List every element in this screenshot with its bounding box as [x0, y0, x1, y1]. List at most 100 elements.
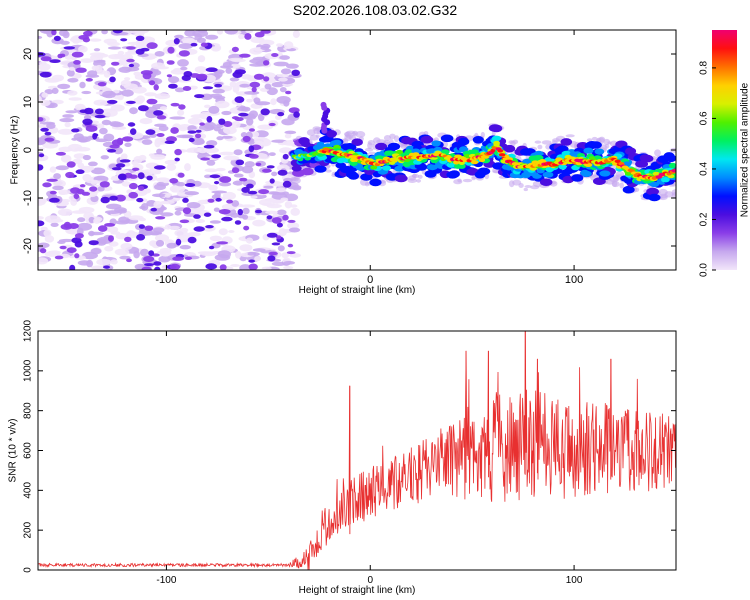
noise-blob — [59, 245, 67, 250]
noise-blob — [111, 139, 124, 147]
noise-blob — [226, 199, 234, 204]
noise-blob — [88, 240, 99, 246]
halo-blob — [512, 139, 519, 144]
noise-blob — [78, 45, 88, 53]
noise-blob — [129, 107, 138, 115]
halo-blob — [565, 134, 575, 138]
noise-blob — [172, 256, 185, 261]
y-tick-label: 0 — [22, 147, 34, 153]
noise-blob — [209, 174, 221, 179]
noise-blob — [182, 207, 192, 215]
noise-blob — [119, 159, 131, 163]
noise-blob — [90, 247, 102, 255]
noise-blob — [125, 46, 136, 50]
halo-blob — [598, 136, 606, 143]
ridge-blob — [490, 148, 496, 153]
noise-blob — [263, 185, 274, 189]
noise-blob — [44, 131, 52, 136]
halo-blob — [611, 180, 618, 188]
noise-blob — [197, 55, 206, 63]
colorbar-tick-label: 0.2 — [699, 212, 710, 226]
ridge-blob — [375, 142, 388, 151]
noise-blob — [146, 98, 158, 105]
noise-blob — [213, 95, 226, 100]
ridge-blob — [668, 162, 676, 169]
noise-blob — [104, 223, 116, 227]
noise-blob — [79, 184, 86, 188]
noise-blob — [265, 210, 278, 214]
halo-blob — [671, 189, 676, 196]
ridge-blob — [411, 148, 421, 154]
noise-blob — [174, 157, 180, 162]
noise-blob — [60, 154, 72, 163]
noise-blob — [67, 90, 78, 96]
noise-blob — [169, 185, 186, 193]
ridge-blob — [332, 139, 342, 146]
noise-blob — [231, 200, 240, 207]
noise-blob — [203, 144, 215, 149]
noise-blob — [66, 247, 77, 254]
noise-blob — [271, 81, 285, 88]
noise-blob — [205, 34, 219, 40]
noise-blob — [46, 122, 56, 129]
noise-blob — [245, 237, 254, 244]
noise-blob — [197, 251, 213, 255]
noise-blob — [153, 200, 162, 209]
halo-blob — [664, 191, 674, 198]
noise-blob — [78, 206, 95, 214]
noise-blob — [214, 181, 220, 185]
noise-blob — [82, 37, 90, 43]
noise-blob — [206, 140, 218, 147]
noise-blob — [207, 198, 215, 203]
noise-blob — [80, 58, 94, 63]
y-axis-label: SNR (10 * v/v) — [8, 419, 19, 483]
noise-blob — [284, 201, 293, 209]
noise-blob — [60, 40, 70, 45]
noise-blob — [253, 73, 265, 80]
ridge-blob — [534, 155, 544, 161]
noise-blob — [195, 129, 202, 133]
ridge-blob — [622, 185, 635, 194]
noise-blob — [64, 122, 71, 128]
noise-blob — [258, 189, 270, 195]
y-tick-label: 20 — [22, 48, 34, 60]
noise-blob — [164, 159, 178, 165]
noise-blob — [154, 93, 171, 100]
noise-blob — [111, 61, 120, 66]
noise-blob — [231, 46, 239, 53]
ridge-blob — [560, 138, 573, 146]
noise-blob — [200, 157, 211, 161]
ridge-blob — [349, 160, 358, 167]
noise-blob — [190, 114, 205, 119]
ridge-blob — [594, 148, 605, 155]
noise-blob — [229, 77, 240, 82]
ridge-blob — [420, 135, 434, 144]
noise-blob — [206, 116, 213, 123]
noise-blob — [96, 258, 112, 266]
noise-blob — [77, 217, 86, 223]
noise-blob — [233, 173, 244, 178]
noise-blob — [153, 261, 162, 266]
noise-blob — [120, 38, 128, 42]
noise-blob — [139, 118, 153, 125]
noise-blob — [38, 164, 44, 171]
noise-blob — [238, 112, 249, 117]
noise-blob — [38, 220, 45, 227]
halo-blob — [633, 187, 640, 192]
noise-blob — [118, 173, 127, 180]
noise-blob — [144, 263, 155, 267]
noise-blob — [102, 90, 116, 99]
noise-blob — [140, 47, 150, 52]
noise-blob — [174, 229, 188, 237]
noise-blob — [119, 255, 131, 260]
noise-blob — [94, 108, 104, 115]
ridge-blob — [493, 143, 500, 147]
noise-blob — [203, 121, 217, 130]
noise-blob — [49, 197, 60, 203]
noise-blob — [131, 161, 139, 166]
halo-blob — [416, 179, 421, 183]
noise-blob — [175, 238, 182, 246]
noise-blob — [231, 116, 240, 120]
halo-blob — [355, 131, 366, 138]
noise-blob — [153, 165, 166, 170]
